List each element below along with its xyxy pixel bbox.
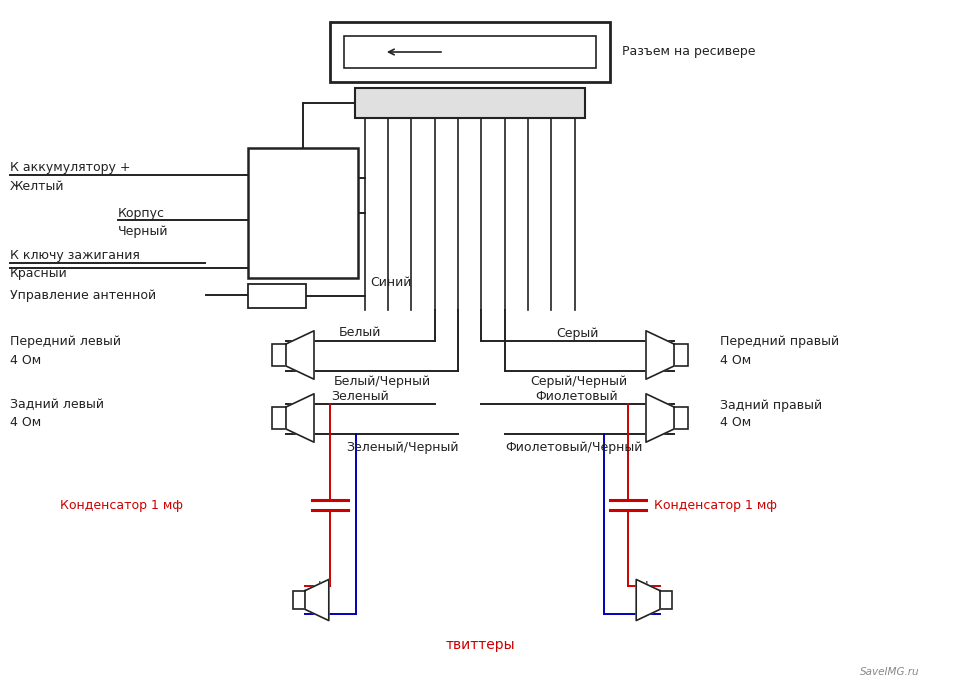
Polygon shape xyxy=(286,394,314,442)
Text: +: + xyxy=(650,397,661,411)
Text: -: - xyxy=(316,606,322,622)
Text: Белый: Белый xyxy=(339,326,381,340)
Text: -: - xyxy=(301,426,307,441)
Text: Разъем на ресивере: Разъем на ресивере xyxy=(622,46,756,58)
Bar xyxy=(293,590,305,609)
Text: Конденсатор 1 мф: Конденсатор 1 мф xyxy=(60,498,183,511)
Text: Передний левый: Передний левый xyxy=(10,335,121,349)
Text: К аккумулятору +: К аккумулятору + xyxy=(10,161,131,175)
Text: Черный: Черный xyxy=(118,225,169,238)
Text: +: + xyxy=(640,579,652,593)
Text: Зеленый/Черный: Зеленый/Черный xyxy=(346,441,458,455)
Text: Фиолетовый/Черный: Фиолетовый/Черный xyxy=(505,441,642,455)
Text: Серый: Серый xyxy=(556,326,598,340)
Polygon shape xyxy=(646,394,674,442)
Text: твиттеры: твиттеры xyxy=(445,638,515,652)
Text: -: - xyxy=(301,364,307,378)
Text: Задний левый: Задний левый xyxy=(10,398,104,412)
Text: Конденсатор 1 мф: Конденсатор 1 мф xyxy=(654,498,777,511)
Text: Корпус: Корпус xyxy=(118,207,165,220)
Text: Желтый: Желтый xyxy=(10,179,64,193)
Polygon shape xyxy=(286,331,314,379)
Bar xyxy=(674,407,688,429)
Bar xyxy=(355,88,585,118)
Text: Красный: Красный xyxy=(10,267,68,281)
Text: Управление антенной: Управление антенной xyxy=(10,288,156,301)
Bar xyxy=(344,36,596,68)
Text: Серый/Черный: Серый/Черный xyxy=(531,374,628,387)
Text: +: + xyxy=(650,334,661,348)
Bar xyxy=(660,590,672,609)
Text: 4 Ом: 4 Ом xyxy=(720,416,752,430)
Text: -: - xyxy=(643,606,649,622)
Text: питания: питания xyxy=(276,193,330,207)
Text: -: - xyxy=(653,364,659,378)
Polygon shape xyxy=(636,579,660,620)
Text: 4 Ом: 4 Ом xyxy=(10,416,41,430)
Text: 4 Ом: 4 Ом xyxy=(10,353,41,367)
Bar xyxy=(330,22,610,82)
Text: Зеленый: Зеленый xyxy=(331,389,389,403)
Bar xyxy=(248,284,306,308)
Text: -: - xyxy=(653,426,659,441)
Bar xyxy=(272,344,286,366)
Polygon shape xyxy=(646,331,674,379)
Text: Белый/Черный: Белый/Черный xyxy=(333,374,431,387)
Text: +: + xyxy=(313,579,324,593)
Text: Фильтр: Фильтр xyxy=(278,171,327,184)
Text: Синий: Синий xyxy=(370,276,412,288)
Text: Фиолетовый: Фиолетовый xyxy=(536,389,618,403)
Text: 1А, 10А: 1А, 10А xyxy=(278,216,327,229)
Bar xyxy=(674,344,688,366)
Text: Задний правый: Задний правый xyxy=(720,398,822,412)
Text: 0,5А: 0,5А xyxy=(264,291,290,301)
Polygon shape xyxy=(305,579,328,620)
Text: К ключу зажигания: К ключу зажигания xyxy=(10,249,140,263)
Text: +: + xyxy=(299,334,310,348)
Text: SaveIMG.ru: SaveIMG.ru xyxy=(860,667,920,677)
Bar xyxy=(248,148,358,278)
Text: +: + xyxy=(299,397,310,411)
Bar xyxy=(272,407,286,429)
Text: 4 Ом: 4 Ом xyxy=(720,353,752,367)
Text: Передний правый: Передний правый xyxy=(720,335,839,349)
